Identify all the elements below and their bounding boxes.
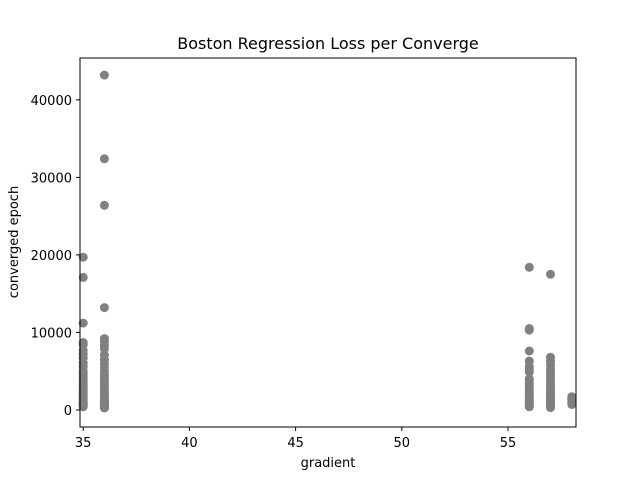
data-point <box>78 252 88 262</box>
data-point <box>546 403 555 413</box>
y-tick-label: 40000 <box>31 94 72 109</box>
data-point <box>99 70 109 80</box>
x-tick-label: 45 <box>287 436 304 451</box>
data-point <box>524 262 534 272</box>
y-tick-label: 20000 <box>31 249 72 264</box>
data-point <box>78 272 88 282</box>
x-tick-label: 55 <box>500 436 517 451</box>
data-point <box>99 303 109 313</box>
x-tick-label: 35 <box>75 436 92 451</box>
chart-title: Boston Regression Loss per Converge <box>177 34 479 53</box>
data-point <box>99 154 109 164</box>
x-axis: 35 40 45 50 55 <box>75 427 516 451</box>
data-point <box>524 367 534 377</box>
data-point <box>99 344 109 354</box>
data-point <box>99 403 109 413</box>
y-tick-label: 30000 <box>31 171 72 186</box>
data-point <box>524 346 534 356</box>
x-axis-label: gradient <box>301 456 356 471</box>
x-tick-label: 50 <box>394 436 411 451</box>
y-tick-label: 0 <box>64 404 72 419</box>
data-point <box>78 402 88 412</box>
data-point <box>99 200 109 210</box>
data-point <box>524 402 534 412</box>
x-tick-label: 40 <box>181 436 198 451</box>
y-axis-label: converged epoch <box>7 186 22 298</box>
plot-area-frame <box>79 57 577 428</box>
data-point <box>546 269 555 279</box>
data-point <box>567 400 577 409</box>
y-tick-label: 10000 <box>31 326 72 341</box>
data-point <box>524 325 534 335</box>
data-points <box>78 70 577 413</box>
y-axis: 0 10000 20000 30000 40000 <box>31 94 80 419</box>
data-point <box>78 318 88 328</box>
